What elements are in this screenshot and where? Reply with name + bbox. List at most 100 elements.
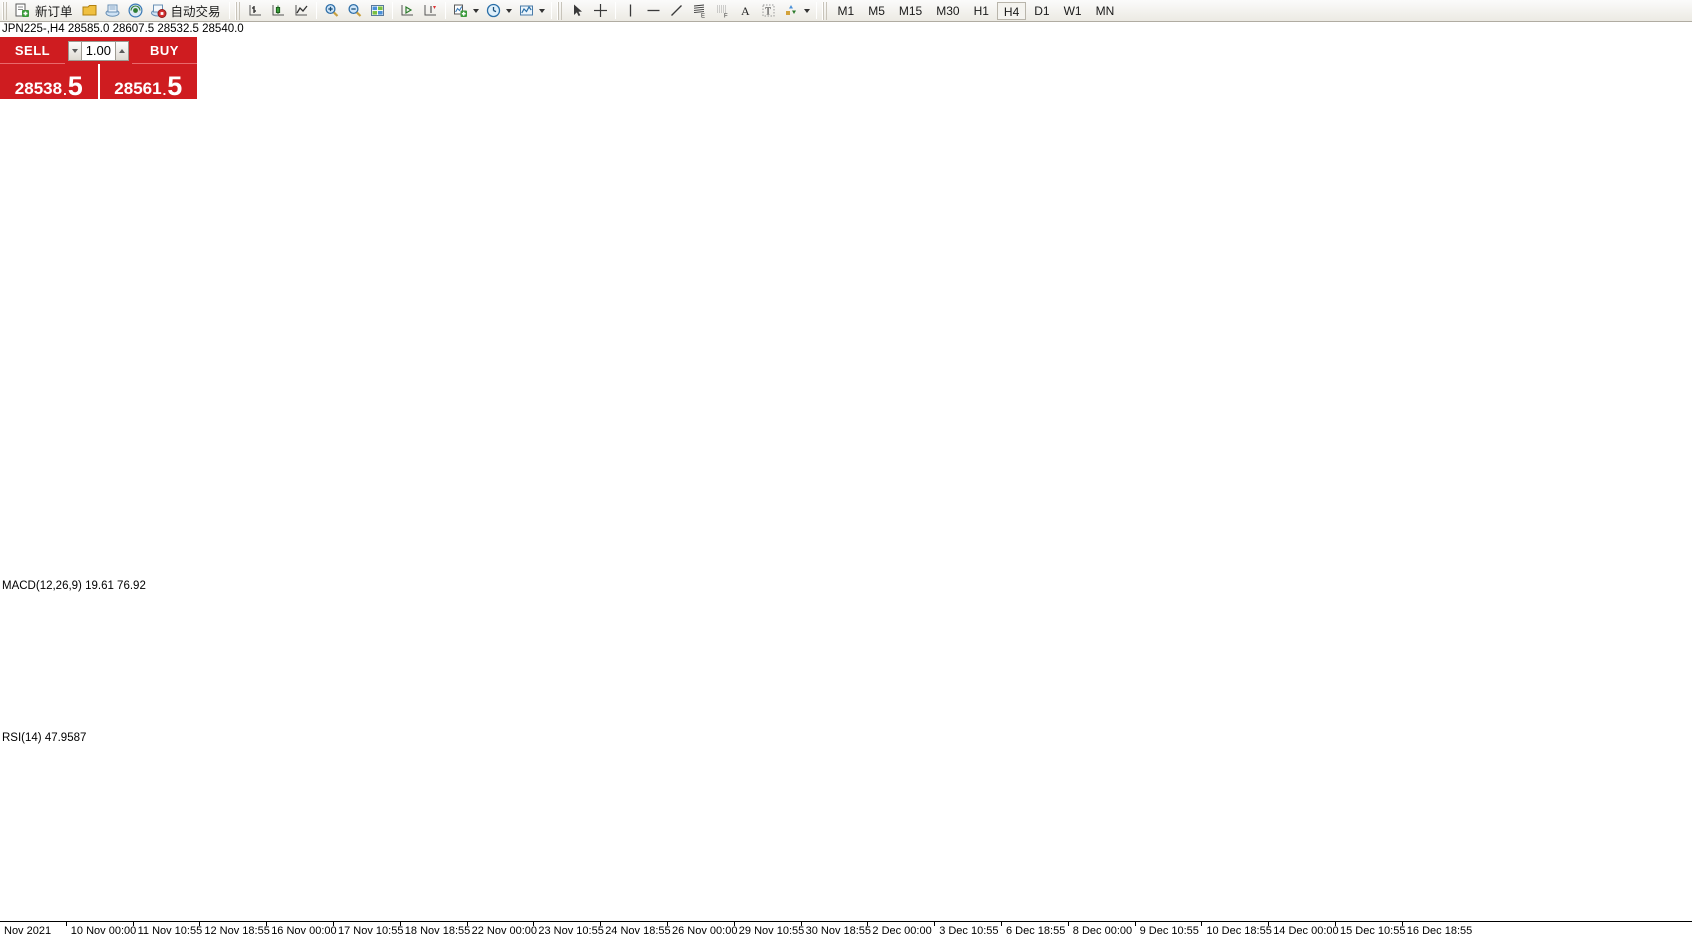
chevron-down-icon-4[interactable] [803, 8, 810, 13]
timeframe-button-m30[interactable]: M30 [936, 3, 960, 18]
toolbar-separator-6 [614, 2, 616, 19]
timeframe-button-w1[interactable]: W1 [1063, 3, 1082, 18]
toolbar-grip-2[interactable] [234, 1, 242, 20]
time-tick-label: 15 Dec 10:55 [1334, 922, 1406, 937]
time-tick-label: 30 Nov 18:55 [800, 922, 872, 937]
cursor-button[interactable] [566, 1, 589, 21]
templates-button[interactable] [515, 1, 548, 21]
timeframe-button-mn[interactable]: MN [1095, 3, 1115, 18]
channel-icon: F [714, 2, 731, 19]
timeframe-button-m5[interactable]: M5 [868, 3, 885, 18]
time-tick-label: 9 Dec 10:55 [1134, 922, 1199, 937]
chevron-down-icon-2[interactable] [505, 8, 512, 13]
svg-text:F: F [724, 14, 728, 20]
time-tick-label: 16 Dec 18:55 [1401, 922, 1473, 937]
indicators-icon [452, 2, 469, 19]
hline-button[interactable] [642, 1, 665, 21]
buy-price-decimal-point: . [162, 83, 167, 98]
volume-decrease-button[interactable] [68, 40, 82, 61]
auto-scroll-button[interactable] [419, 1, 442, 21]
market-watch-button[interactable] [101, 1, 124, 21]
autotrade-button[interactable]: 自动交易 [147, 1, 226, 21]
profile-button[interactable] [78, 1, 101, 21]
time-tick-label: 29 Nov 10:55 [733, 922, 805, 937]
tile-windows-button[interactable] [366, 1, 389, 21]
svg-text:E: E [701, 14, 705, 20]
new-order-button[interactable]: 新订单 [11, 1, 78, 21]
rsi-title: RSI(14) 47.9587 [2, 732, 87, 744]
toolbar-separator-7 [815, 2, 817, 19]
timeframe-button-m15[interactable]: M15 [898, 3, 923, 18]
navigator-button[interactable] [124, 1, 147, 21]
vline-button[interactable] [619, 1, 642, 21]
channel-button[interactable]: F [711, 1, 734, 21]
navigator-icon [127, 2, 144, 19]
trade-panel-price-row: 28538 . 5 28561 . 5 [0, 64, 197, 99]
toolbar-grip-3[interactable] [556, 1, 564, 20]
auto-scroll-icon [422, 2, 439, 19]
bar-chart-button[interactable] [244, 1, 267, 21]
main-toolbar: 新订单 自动交易 [0, 0, 1692, 22]
shapes-icon [783, 2, 800, 19]
toolbar-grip-4[interactable] [821, 1, 829, 20]
volume-input[interactable]: 1.00 [82, 40, 115, 61]
label-button[interactable]: T [757, 1, 780, 21]
svg-text:T: T [765, 7, 771, 18]
time-tick-label: 8 Dec 00:00 [1067, 922, 1133, 937]
sell-price-display[interactable]: 28538 . 5 [0, 64, 98, 99]
timeframe-button-h1[interactable]: H1 [973, 3, 989, 18]
svg-text:A: A [741, 4, 750, 18]
tile-windows-icon [369, 2, 386, 19]
timeframe-button-d1[interactable]: D1 [1034, 3, 1050, 18]
toolbar-separator-3 [391, 2, 393, 19]
line-chart-button[interactable] [290, 1, 313, 21]
symbol-header: JPN225-,H4 28585.0 28607.5 28532.5 28540… [2, 23, 244, 35]
one-click-trading-panel[interactable]: SELL 1.00 BUY 28538 . 5 28561 . 5 [0, 37, 197, 99]
text-icon: A [737, 2, 754, 19]
toolbar-grip[interactable] [2, 1, 9, 20]
buy-price-fraction: 5 [167, 70, 183, 101]
sell-button[interactable]: SELL [0, 37, 65, 64]
indicators-button[interactable] [449, 1, 482, 21]
timeframe-button-h4[interactable]: H4 [996, 1, 1027, 20]
chart-frame: 29143.5 28603.1 28325.3 28103.1 27360.6 … [0, 18, 1692, 940]
candlestick-chart-button[interactable] [267, 1, 290, 21]
timeframe-button-m1[interactable]: M1 [837, 3, 855, 18]
time-axis[interactable]: Nov 2021 10 Nov 00:00 11 Nov 10:55 12 Nov 1… [0, 921, 1692, 940]
time-tick-label: 2 Dec 00:00 [867, 922, 932, 937]
clock-icon [485, 2, 502, 19]
chevron-down-icon-3[interactable] [538, 8, 545, 13]
vline-icon [622, 2, 639, 19]
buy-button[interactable]: BUY [132, 37, 197, 64]
zoom-out-icon [346, 2, 363, 19]
zoom-in-icon [323, 2, 340, 19]
shift-end-button[interactable] [396, 1, 419, 21]
time-tick-label: 24 Nov 18:55 [600, 922, 671, 937]
time-tick-label: 10 Dec 18:55 [1201, 922, 1272, 937]
zoom-in-button[interactable] [320, 1, 343, 21]
cursor-icon [569, 2, 586, 19]
shapes-button[interactable] [780, 1, 813, 21]
volume-increase-button[interactable] [115, 40, 129, 61]
zoom-out-button[interactable] [343, 1, 366, 21]
macd-title: MACD(12,26,9) 19.61 76.92 [2, 580, 146, 592]
profile-icon [81, 2, 98, 19]
toolbar-separator-1 [228, 2, 230, 19]
buy-price-display[interactable]: 28561 . 5 [99, 64, 197, 101]
crosshair-button[interactable] [589, 1, 612, 21]
trendline-button[interactable] [665, 1, 688, 21]
sell-price-fraction: 5 [67, 70, 83, 101]
fibo-button[interactable]: E [688, 1, 711, 21]
label-icon: T [760, 2, 777, 19]
volume-stepper[interactable]: 1.00 [65, 37, 132, 64]
time-tick-label: 17 Nov 10:55 [332, 922, 404, 937]
trendline-icon [668, 2, 685, 19]
period-button[interactable] [482, 1, 515, 21]
time-tick-label: 6 Dec 18:55 [1000, 922, 1066, 937]
chevron-down-icon[interactable] [472, 8, 479, 13]
market-watch-icon [104, 2, 121, 19]
text-button[interactable]: A [734, 1, 757, 21]
buy-price-integer: 28561 [114, 79, 162, 98]
hline-icon [645, 2, 662, 19]
